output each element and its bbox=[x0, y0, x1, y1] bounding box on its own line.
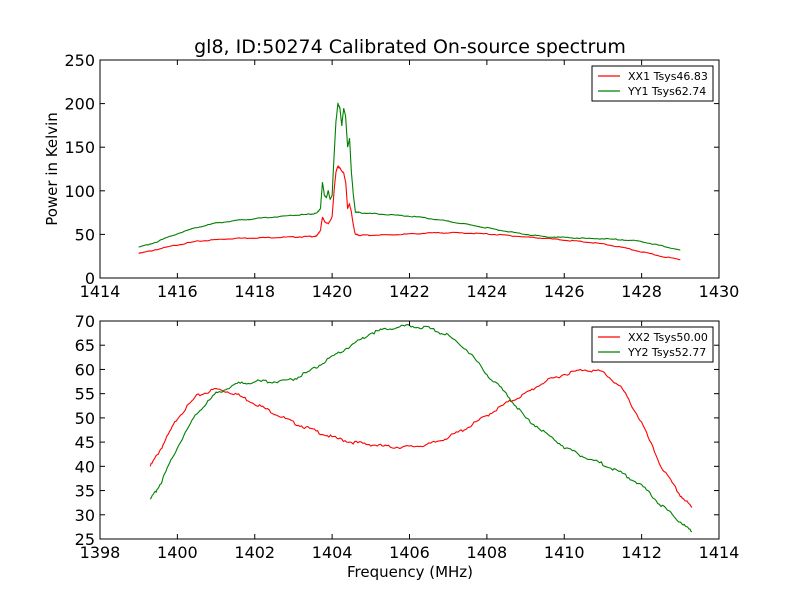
legend-box bbox=[591, 326, 714, 363]
y-tick-label: 35 bbox=[75, 482, 95, 501]
legend-label-2: YY1 Tsys62.74 bbox=[627, 85, 706, 98]
bottom-panel: 1398 1400 1402 1404 1406 1408 1410 1412 1414 25 30… bbox=[75, 312, 740, 562]
y-axis-label: Power in Kelvin bbox=[43, 112, 61, 226]
x-tick-label: 1414 bbox=[80, 282, 121, 301]
x-tick-label: 1424 bbox=[467, 282, 508, 301]
x-tick-label: 1400 bbox=[157, 543, 198, 562]
chart-title: gl8, ID:50274 Calibrated On-source spect… bbox=[194, 36, 626, 58]
y-tick-label: 70 bbox=[75, 312, 95, 331]
x-tick-label: 1410 bbox=[544, 543, 585, 562]
y-tick-label: 200 bbox=[64, 95, 95, 114]
legend-label-1: XX2 Tsys50.00 bbox=[628, 331, 708, 344]
y-tick-label: 40 bbox=[75, 457, 95, 476]
x-tick-label: 1408 bbox=[467, 543, 508, 562]
y-tick-label: 100 bbox=[64, 182, 95, 201]
legend-box bbox=[591, 65, 714, 102]
legend: XX2 Tsys50.00 YY2 Tsys52.77 bbox=[591, 326, 714, 363]
legend-label-2: YY2 Tsys52.77 bbox=[627, 346, 706, 359]
y-tick-label: 55 bbox=[75, 385, 95, 404]
series-line-1 bbox=[138, 164, 681, 261]
series-line-1 bbox=[149, 368, 693, 508]
legend: XX1 Tsys46.83 YY1 Tsys62.74 bbox=[591, 65, 714, 102]
y-tick-label: 50 bbox=[75, 225, 95, 244]
y-tick-label: 50 bbox=[75, 409, 95, 428]
x-tick-label: 1406 bbox=[389, 543, 430, 562]
x-tick-label: 1398 bbox=[80, 543, 121, 562]
x-tick-label: 1414 bbox=[699, 543, 740, 562]
x-tick-label: 1412 bbox=[621, 543, 662, 562]
x-tick-label: 1428 bbox=[621, 282, 662, 301]
x-tick-label: 1404 bbox=[312, 543, 353, 562]
x-tick-label: 1418 bbox=[234, 282, 275, 301]
x-axis-label: Frequency (MHz) bbox=[347, 563, 473, 581]
y-tick-label: 150 bbox=[64, 138, 95, 157]
x-tick-label: 1420 bbox=[312, 282, 353, 301]
y-tick-label: 25 bbox=[75, 530, 95, 549]
x-tick-label: 1402 bbox=[234, 543, 275, 562]
y-tick-label: 0 bbox=[85, 269, 95, 288]
y-tick-label: 250 bbox=[64, 51, 95, 70]
top-panel: 1414 1416 1418 1420 1422 1424 1426 1428 1430 0 50 1… bbox=[64, 51, 739, 301]
x-tick-label: 1426 bbox=[544, 282, 585, 301]
y-tick-label: 45 bbox=[75, 433, 95, 452]
y-tick-label: 60 bbox=[75, 360, 95, 379]
x-tick-label: 1416 bbox=[157, 282, 198, 301]
x-tick-label: 1430 bbox=[699, 282, 740, 301]
legend-label-1: XX1 Tsys46.83 bbox=[628, 70, 708, 83]
y-tick-label: 30 bbox=[75, 506, 95, 525]
y-tick-label: 65 bbox=[75, 336, 95, 355]
x-tick-label: 1422 bbox=[389, 282, 430, 301]
series-line-2 bbox=[149, 324, 693, 533]
series-line-2 bbox=[138, 102, 681, 251]
